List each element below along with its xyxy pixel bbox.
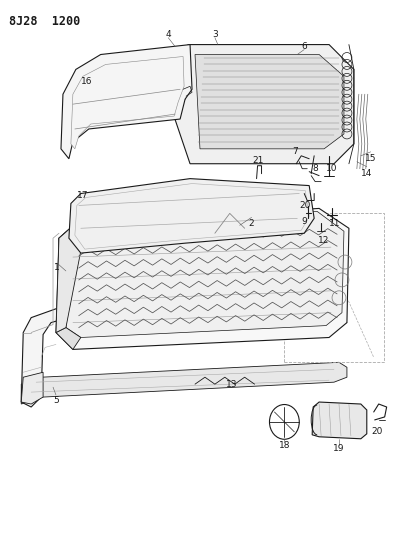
- Text: 14: 14: [361, 169, 373, 178]
- Polygon shape: [59, 318, 347, 337]
- Text: 8: 8: [312, 164, 318, 173]
- Text: 13: 13: [226, 379, 237, 389]
- Polygon shape: [168, 45, 354, 164]
- Polygon shape: [312, 402, 367, 439]
- Text: 4: 4: [165, 30, 171, 39]
- Text: 20: 20: [299, 201, 311, 210]
- Text: 18: 18: [279, 441, 290, 450]
- Text: 3: 3: [212, 30, 218, 39]
- Text: 2: 2: [249, 219, 254, 228]
- Ellipse shape: [270, 405, 299, 439]
- Polygon shape: [195, 54, 344, 149]
- Text: 9: 9: [301, 217, 307, 226]
- Text: 5: 5: [53, 395, 59, 405]
- Text: 17: 17: [77, 191, 88, 200]
- Polygon shape: [71, 56, 184, 149]
- Polygon shape: [61, 45, 192, 159]
- Text: 10: 10: [326, 164, 338, 173]
- Text: 12: 12: [318, 236, 330, 245]
- Text: 6: 6: [301, 42, 307, 51]
- Polygon shape: [69, 179, 314, 253]
- Polygon shape: [56, 208, 349, 350]
- Polygon shape: [56, 328, 81, 350]
- Text: 20: 20: [371, 427, 382, 437]
- Text: 7: 7: [292, 147, 298, 156]
- Text: 21: 21: [252, 156, 263, 165]
- Polygon shape: [75, 183, 309, 249]
- Text: 16: 16: [81, 77, 92, 86]
- Text: 1: 1: [54, 263, 60, 272]
- Text: 15: 15: [365, 154, 376, 163]
- Text: 11: 11: [329, 219, 341, 228]
- Polygon shape: [21, 223, 81, 407]
- Polygon shape: [56, 223, 86, 333]
- Polygon shape: [66, 212, 344, 337]
- Polygon shape: [21, 372, 43, 404]
- Text: 19: 19: [333, 444, 345, 453]
- Text: 8J28  1200: 8J28 1200: [9, 15, 81, 28]
- Polygon shape: [21, 362, 347, 404]
